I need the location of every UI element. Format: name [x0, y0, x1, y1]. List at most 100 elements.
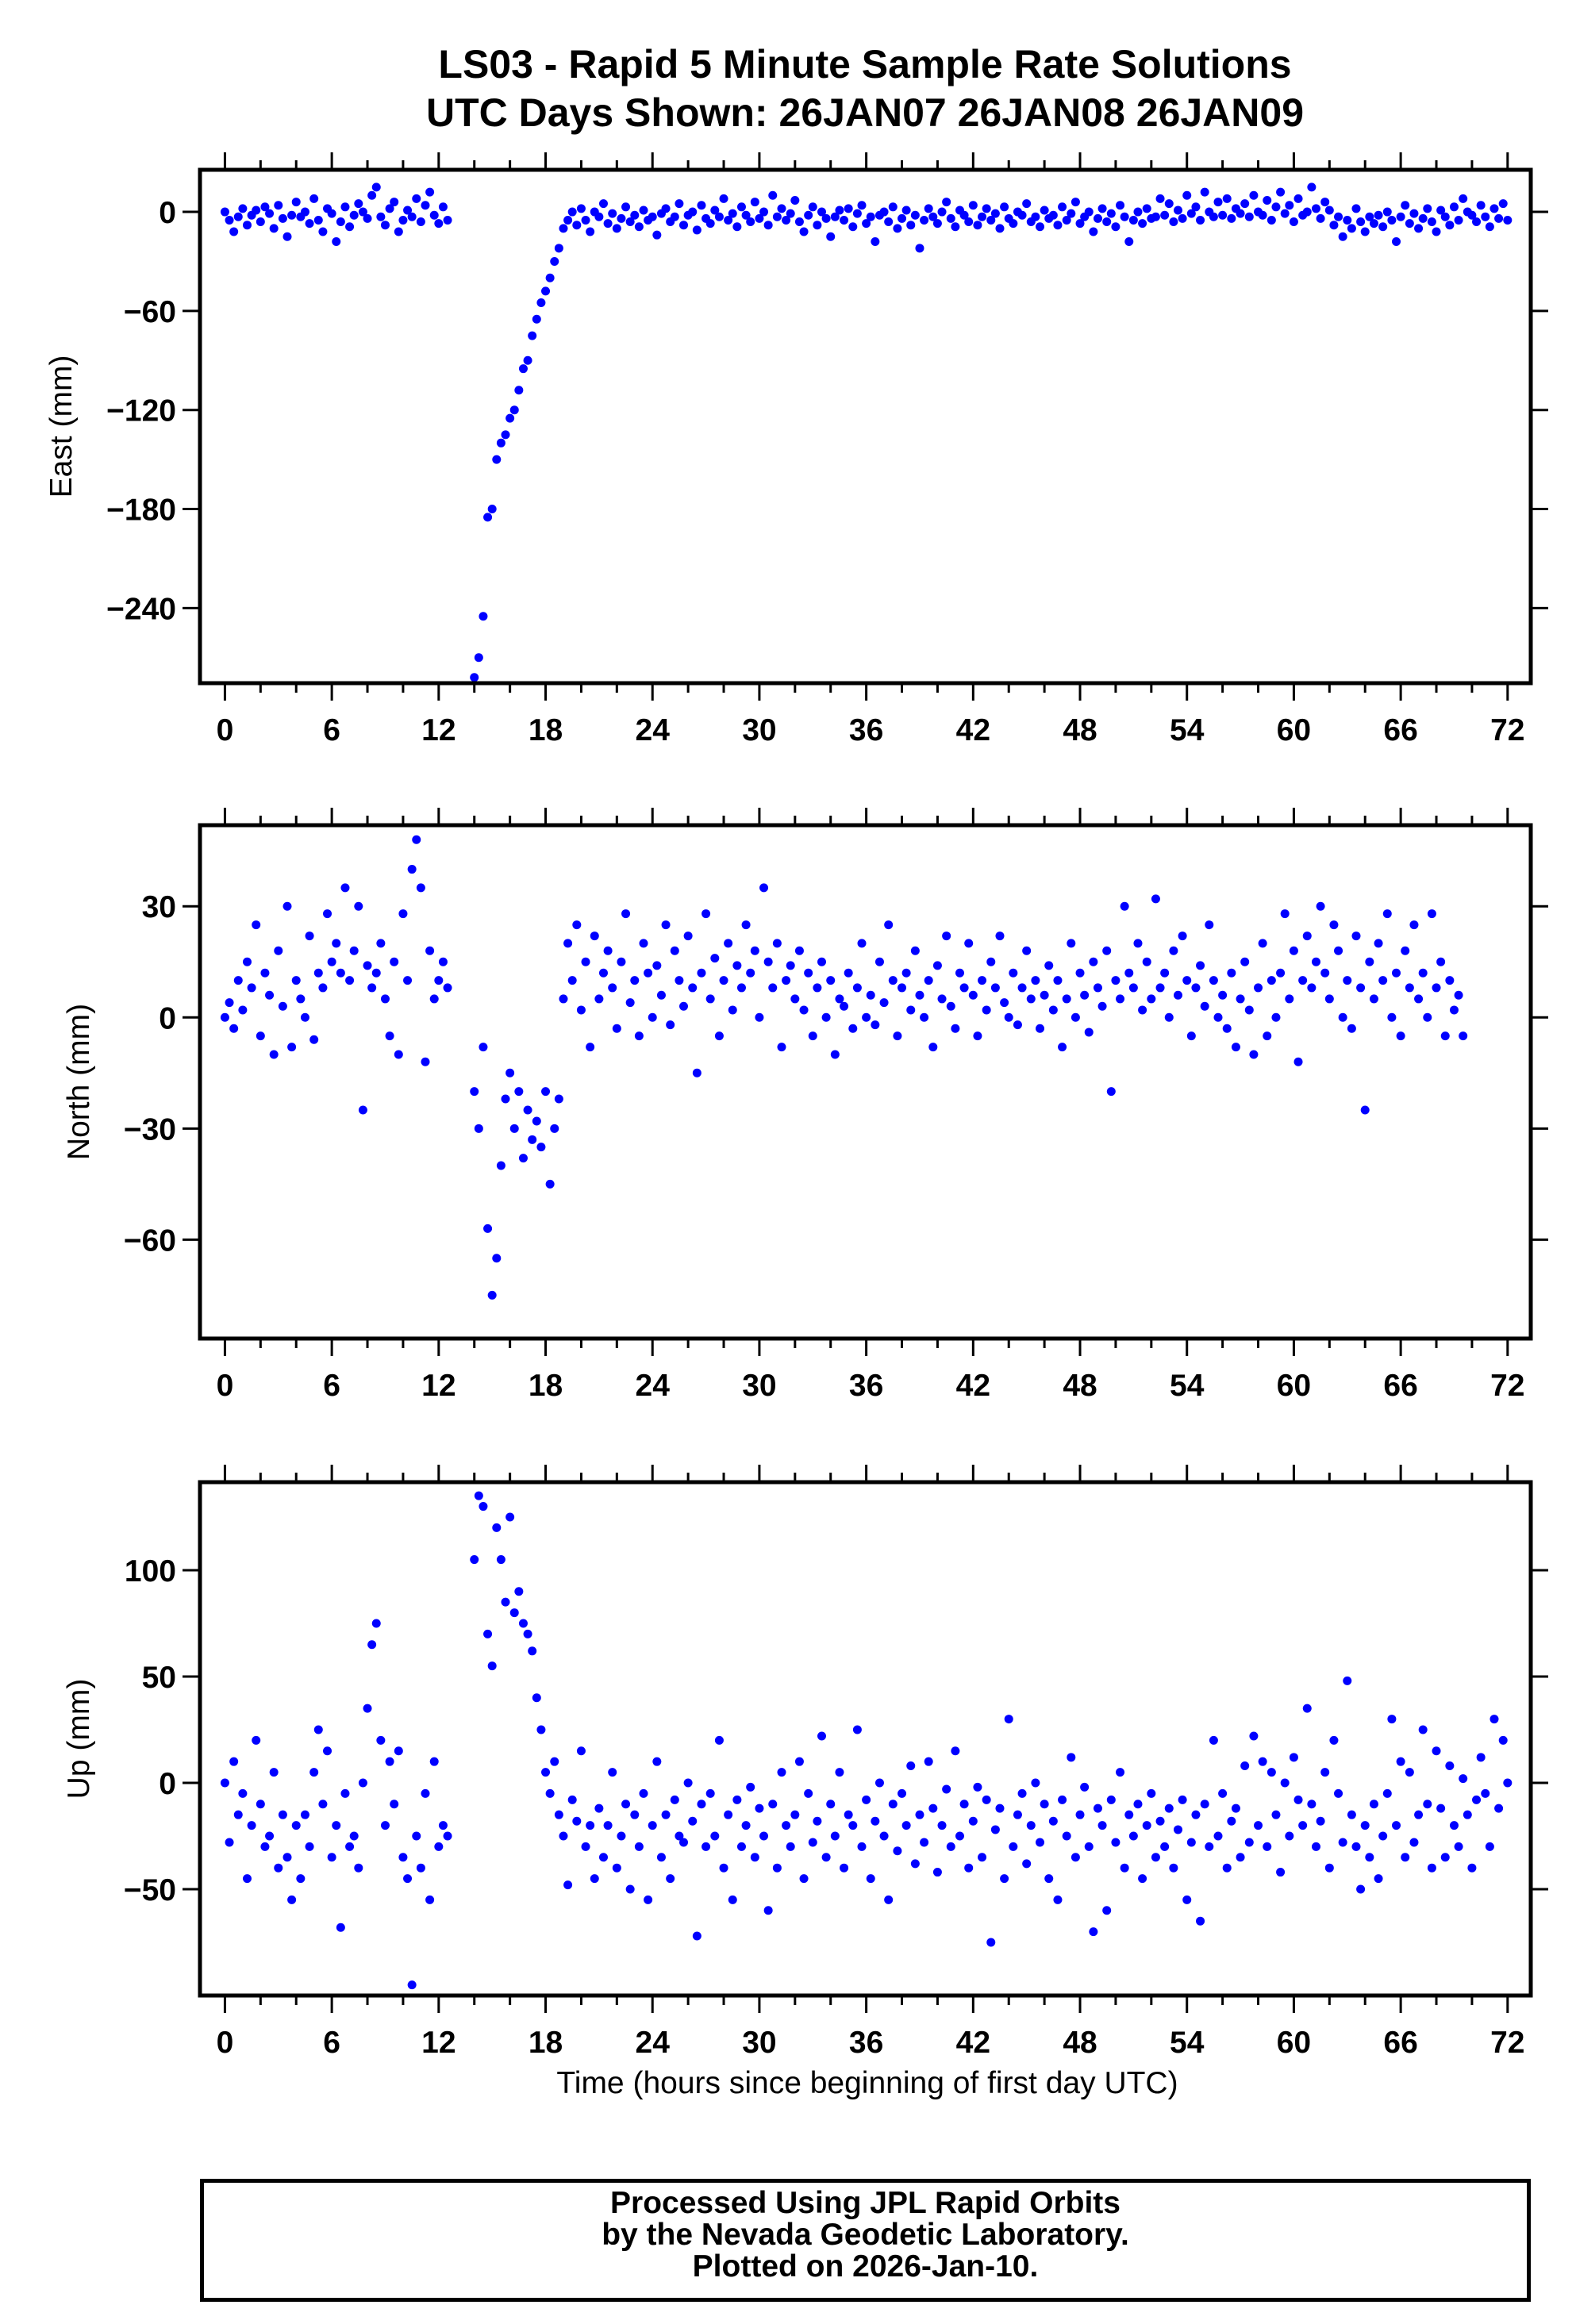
data-point: [487, 1661, 497, 1671]
x-tick-label: 60: [1277, 2026, 1311, 2060]
data-point: [572, 1816, 582, 1826]
data-point: [705, 1788, 715, 1798]
data-point: [692, 225, 702, 235]
data-point: [964, 1863, 974, 1873]
data-point: [1009, 1842, 1018, 1851]
data-point: [412, 835, 421, 844]
data-point: [1089, 957, 1098, 966]
data-point: [1254, 1821, 1263, 1830]
data-point: [857, 939, 867, 948]
data-point: [1178, 1795, 1187, 1804]
data-point: [1227, 968, 1236, 978]
data-point: [786, 209, 795, 218]
data-point: [697, 201, 706, 210]
data-point: [371, 1619, 381, 1628]
data-point: [901, 968, 911, 978]
data-point: [915, 1810, 924, 1819]
data-point: [1106, 209, 1116, 218]
data-point: [438, 957, 448, 966]
data-point: [358, 207, 367, 217]
data-point: [1432, 1746, 1441, 1756]
data-point: [813, 983, 822, 993]
data-point: [670, 1795, 679, 1804]
data-point: [479, 1502, 488, 1512]
data-point: [630, 210, 640, 220]
data-point: [1356, 983, 1366, 993]
data-point: [1062, 215, 1071, 225]
data-point: [367, 1640, 377, 1650]
data-point: [772, 212, 782, 221]
data-point: [269, 1768, 279, 1777]
data-point: [910, 946, 920, 955]
data-point: [924, 1757, 933, 1766]
data-point: [434, 976, 444, 985]
data-point: [1343, 1676, 1352, 1685]
data-point: [808, 202, 817, 212]
x-tick-label: 60: [1277, 1369, 1311, 1403]
data-point: [852, 983, 862, 993]
data-point: [750, 1853, 759, 1862]
data-point: [1209, 212, 1218, 221]
data-point: [1124, 1810, 1134, 1819]
data-point: [1320, 1768, 1330, 1777]
data-point: [608, 209, 617, 218]
data-point: [937, 207, 947, 217]
data-point: [563, 1880, 573, 1890]
data-point: [1324, 994, 1334, 1004]
data-point: [1102, 1906, 1112, 1915]
footer-line-1: Processed Using JPL Rapid Orbits: [610, 2186, 1120, 2220]
x-tick-label: 6: [323, 1369, 340, 1403]
data-point: [1347, 1810, 1356, 1819]
y-tick-label: 100: [125, 1554, 176, 1588]
data-point: [496, 438, 505, 448]
data-point: [1213, 198, 1223, 207]
data-point: [287, 1895, 297, 1904]
data-point: [1423, 204, 1432, 213]
data-point: [238, 1005, 248, 1015]
data-point: [421, 1057, 430, 1066]
data-point: [474, 653, 483, 663]
data-point: [416, 1863, 425, 1873]
y-axis-label: Up (mm): [62, 1679, 96, 1800]
data-point: [541, 1087, 551, 1097]
x-tick-label: 6: [323, 2026, 340, 2060]
data-point: [296, 994, 306, 1004]
data-point: [1476, 1753, 1486, 1762]
data-point: [1116, 201, 1125, 210]
data-point: [1459, 1031, 1468, 1041]
data-point: [1222, 1024, 1232, 1033]
data-point: [959, 210, 969, 220]
data-point: [982, 204, 991, 213]
x-axis-label: Time (hours since beginning of first day…: [556, 2066, 1178, 2100]
data-point: [759, 883, 769, 893]
data-point: [1356, 217, 1366, 227]
data-point: [736, 983, 746, 993]
data-point: [313, 968, 323, 978]
data-point: [964, 939, 974, 948]
data-point: [327, 1853, 336, 1862]
data-point: [1040, 990, 1049, 1000]
x-tick-label: 42: [956, 2026, 990, 2060]
data-point: [1084, 1028, 1094, 1037]
data-point: [287, 210, 297, 220]
data-point: [928, 1043, 938, 1052]
data-point: [291, 198, 301, 207]
data-point: [817, 207, 826, 217]
data-point: [968, 201, 978, 210]
data-point: [893, 1031, 902, 1041]
data-point: [821, 1012, 831, 1022]
data-point: [1218, 990, 1228, 1000]
y-axis-label: North (mm): [62, 1004, 96, 1160]
data-point: [260, 968, 270, 978]
x-tick-label: 24: [636, 2026, 671, 2060]
data-point: [256, 1800, 265, 1809]
data-point: [1276, 187, 1286, 197]
data-point: [1031, 976, 1040, 985]
data-point: [412, 1831, 421, 1841]
data-point: [840, 215, 849, 225]
panel-north: 0 6 12 18 24 30 36 42 48 54 60 66 72 30 0 −30 −60 North (…: [62, 808, 1548, 1403]
data-point: [946, 213, 955, 223]
data-point: [274, 201, 283, 210]
data-point: [648, 212, 657, 221]
data-point: [1133, 207, 1143, 217]
